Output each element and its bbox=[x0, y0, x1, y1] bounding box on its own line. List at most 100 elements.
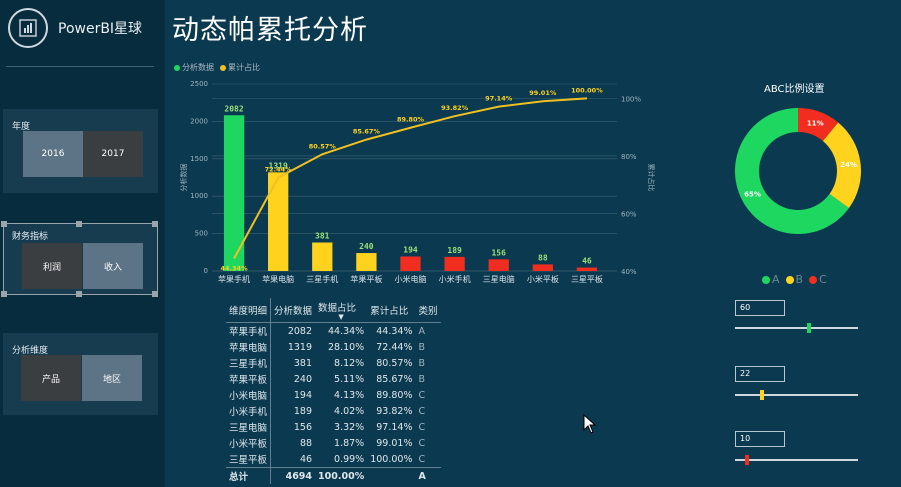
abc-donut[interactable]: 65% 24% 11% bbox=[733, 106, 863, 236]
pareto-table: 维度明细 分析数据 数据占比 ▼ 累计占比 类别 苹果手机 2082 44.34% 44… bbox=[226, 298, 441, 484]
header-cum[interactable]: 累计占比 bbox=[367, 298, 416, 323]
resize-handle[interactable] bbox=[152, 221, 158, 227]
bar bbox=[532, 264, 553, 271]
slider-c-track[interactable] bbox=[735, 459, 858, 461]
year-option-2016[interactable]: 2016 bbox=[23, 131, 83, 177]
slider-a-thumb[interactable] bbox=[806, 323, 811, 333]
slider-b-thumb[interactable] bbox=[760, 390, 765, 400]
cumulative-label: 89.80% bbox=[397, 116, 425, 124]
table-row[interactable]: 小米电脑 194 4.13% 89.80% C bbox=[226, 387, 441, 403]
pareto-chart[interactable]: 0 500 1000 1500 2000 2500 40% 60% 80% 100% 分析数据 累计占… bbox=[165, 70, 665, 290]
slider-a-input[interactable]: 60 bbox=[735, 300, 785, 316]
donut-slice bbox=[822, 122, 861, 209]
bar-value-label: 88 bbox=[538, 253, 548, 262]
table-cell: 189 bbox=[270, 403, 316, 419]
abc-legend-a[interactable]: A bbox=[762, 273, 780, 286]
cumulative-line bbox=[233, 97, 588, 259]
y-tick-label: 1500 bbox=[190, 155, 208, 163]
x-tick-label: 三星手机 bbox=[306, 274, 338, 284]
table-cell: C bbox=[418, 389, 426, 401]
table-cell: 4.13% bbox=[334, 389, 365, 401]
slider-c-input[interactable]: 10 bbox=[735, 431, 785, 447]
table-row[interactable]: 苹果电脑 1319 28.10% 72.44% B bbox=[226, 339, 441, 355]
legend-item-series1[interactable]: 分析数据 bbox=[174, 62, 214, 73]
header-class[interactable]: 类别 bbox=[415, 298, 441, 323]
x-tick-label: 小米电脑 bbox=[395, 274, 427, 284]
table-cell: 46 bbox=[270, 451, 316, 468]
donut-label: 24% bbox=[840, 161, 857, 169]
y-tick-label: 1000 bbox=[190, 192, 208, 200]
bar bbox=[312, 242, 333, 271]
slider-b-track[interactable] bbox=[735, 394, 858, 396]
page-title: 动态帕累托分析 bbox=[172, 15, 368, 46]
bar-value-label: 46 bbox=[582, 257, 592, 266]
x-tick-label: 三星电脑 bbox=[483, 274, 515, 284]
chart-logo-icon bbox=[19, 19, 37, 37]
sidebar: PowerBI星球 年度 2016 2017 财务指标 利润 收入 分析维度 产… bbox=[0, 0, 165, 487]
table-cell: 5.11% bbox=[334, 373, 365, 385]
y2-tick-label: 100% bbox=[621, 95, 641, 103]
finance-option-revenue[interactable]: 收入 bbox=[83, 243, 143, 289]
donut-slice bbox=[735, 108, 849, 234]
year-slicer: 年度 2016 2017 bbox=[3, 109, 158, 193]
table-cell: 194 bbox=[270, 387, 316, 403]
slider-c-thumb[interactable] bbox=[745, 455, 750, 465]
header-share[interactable]: 数据占比 ▼ bbox=[315, 298, 368, 323]
bar-value-label: 156 bbox=[491, 248, 506, 257]
table-cell: 85.67% bbox=[376, 373, 413, 385]
total-label: 总计 bbox=[226, 467, 271, 484]
table-row[interactable]: 三星手机 381 8.12% 80.57% B bbox=[226, 355, 441, 371]
donut-label: 11% bbox=[807, 120, 824, 128]
abc-legend-b[interactable]: B bbox=[785, 273, 803, 286]
cumulative-label: 99.01% bbox=[529, 89, 557, 97]
finance-slicer: 财务指标 利润 收入 bbox=[1, 221, 158, 297]
year-option-2017[interactable]: 2017 bbox=[83, 131, 143, 177]
resize-handle[interactable] bbox=[76, 221, 82, 227]
table-cell: 1.87% bbox=[334, 437, 365, 449]
slider-a-track[interactable] bbox=[735, 327, 858, 329]
header-value[interactable]: 分析数据 bbox=[270, 298, 316, 323]
table-cell: 89.80% bbox=[376, 389, 413, 401]
header-dim[interactable]: 维度明细 bbox=[226, 298, 271, 323]
table-row[interactable]: 三星电脑 156 3.32% 97.14% C bbox=[226, 419, 441, 435]
slider-b-input[interactable]: 22 bbox=[735, 366, 785, 382]
dimension-option-product[interactable]: 产品 bbox=[21, 355, 81, 401]
table-cell: 1319 bbox=[270, 339, 316, 355]
y2-tick-label: 60% bbox=[621, 210, 637, 218]
resize-handle[interactable] bbox=[76, 291, 82, 297]
resize-handle[interactable] bbox=[1, 291, 7, 297]
x-tick-label: 小米平板 bbox=[527, 274, 559, 284]
resize-handle[interactable] bbox=[152, 291, 158, 297]
x-tick-label: 苹果电脑 bbox=[262, 274, 294, 284]
total-cum bbox=[367, 467, 416, 484]
chart-legend: 分析数据 累计占比 bbox=[174, 62, 260, 73]
cumulative-label: 85.67% bbox=[353, 128, 381, 136]
selection-frame[interactable] bbox=[3, 223, 158, 295]
total-value: 4694 bbox=[270, 467, 316, 484]
total-share: 100.00% bbox=[315, 467, 368, 484]
table-row[interactable]: 三星平板 46 0.99% 100.00% C bbox=[226, 451, 441, 468]
table-cell: 88 bbox=[270, 435, 316, 451]
bar bbox=[576, 267, 598, 271]
table-cell: C bbox=[418, 437, 426, 449]
y2-tick-label: 80% bbox=[621, 153, 637, 161]
brand-name: PowerBI星球 bbox=[58, 21, 143, 37]
dimension-option-region[interactable]: 地区 bbox=[82, 355, 142, 401]
finance-option-profit[interactable]: 利润 bbox=[22, 243, 82, 289]
abc-legend-c[interactable]: C bbox=[809, 273, 827, 286]
legend-item-series2[interactable]: 累计占比 bbox=[220, 62, 260, 73]
table-cell: B bbox=[418, 373, 426, 385]
table-cell: 100.00% bbox=[370, 453, 413, 465]
table-cell: 28.10% bbox=[327, 341, 365, 353]
y-axis-label: 分析数据 bbox=[179, 164, 188, 192]
table-cell: 80.57% bbox=[376, 357, 413, 369]
table-row[interactable]: 小米平板 88 1.87% 99.01% C bbox=[226, 435, 441, 451]
table-cell: 三星手机 bbox=[229, 359, 268, 370]
table-total-row: 总计 4694 100.00% A bbox=[226, 467, 441, 484]
table-cell: 苹果手机 bbox=[229, 327, 268, 338]
table-row[interactable]: 苹果手机 2082 44.34% 44.34% A bbox=[226, 322, 441, 339]
x-tick-label: 三星平板 bbox=[571, 274, 603, 284]
table-row[interactable]: 苹果平板 240 5.11% 85.67% B bbox=[226, 371, 441, 387]
table-row[interactable]: 小米手机 189 4.02% 93.82% C bbox=[226, 403, 441, 419]
resize-handle[interactable] bbox=[1, 221, 7, 227]
